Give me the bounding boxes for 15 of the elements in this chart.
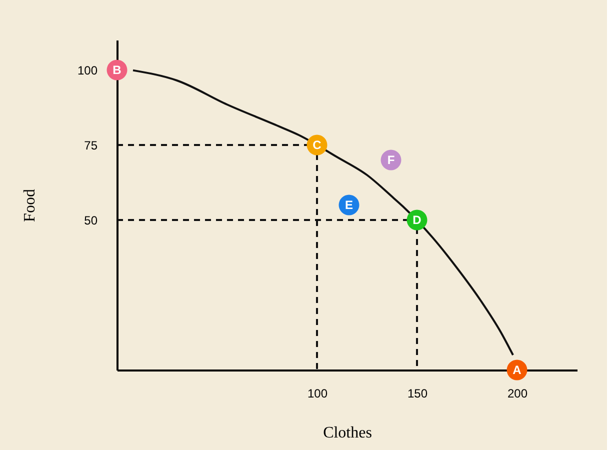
y-tick-label: 100 [77,64,98,78]
x-tick-label: 200 [507,386,528,400]
x-tick-label: 150 [407,386,428,400]
y-tick-label: 50 [84,214,98,228]
line-series [132,69,514,356]
annotation: F [387,153,395,167]
annotation: D [412,213,422,227]
x-axis-title: Clothes [323,424,372,442]
annotation: E [344,198,354,212]
annotation: C [312,138,322,152]
x-tick-label: 100 [307,386,328,400]
annotation: A [512,363,522,377]
y-axis-title: Food [21,189,38,222]
y-tick-label: 75 [84,138,98,152]
annotation: B [112,63,122,77]
